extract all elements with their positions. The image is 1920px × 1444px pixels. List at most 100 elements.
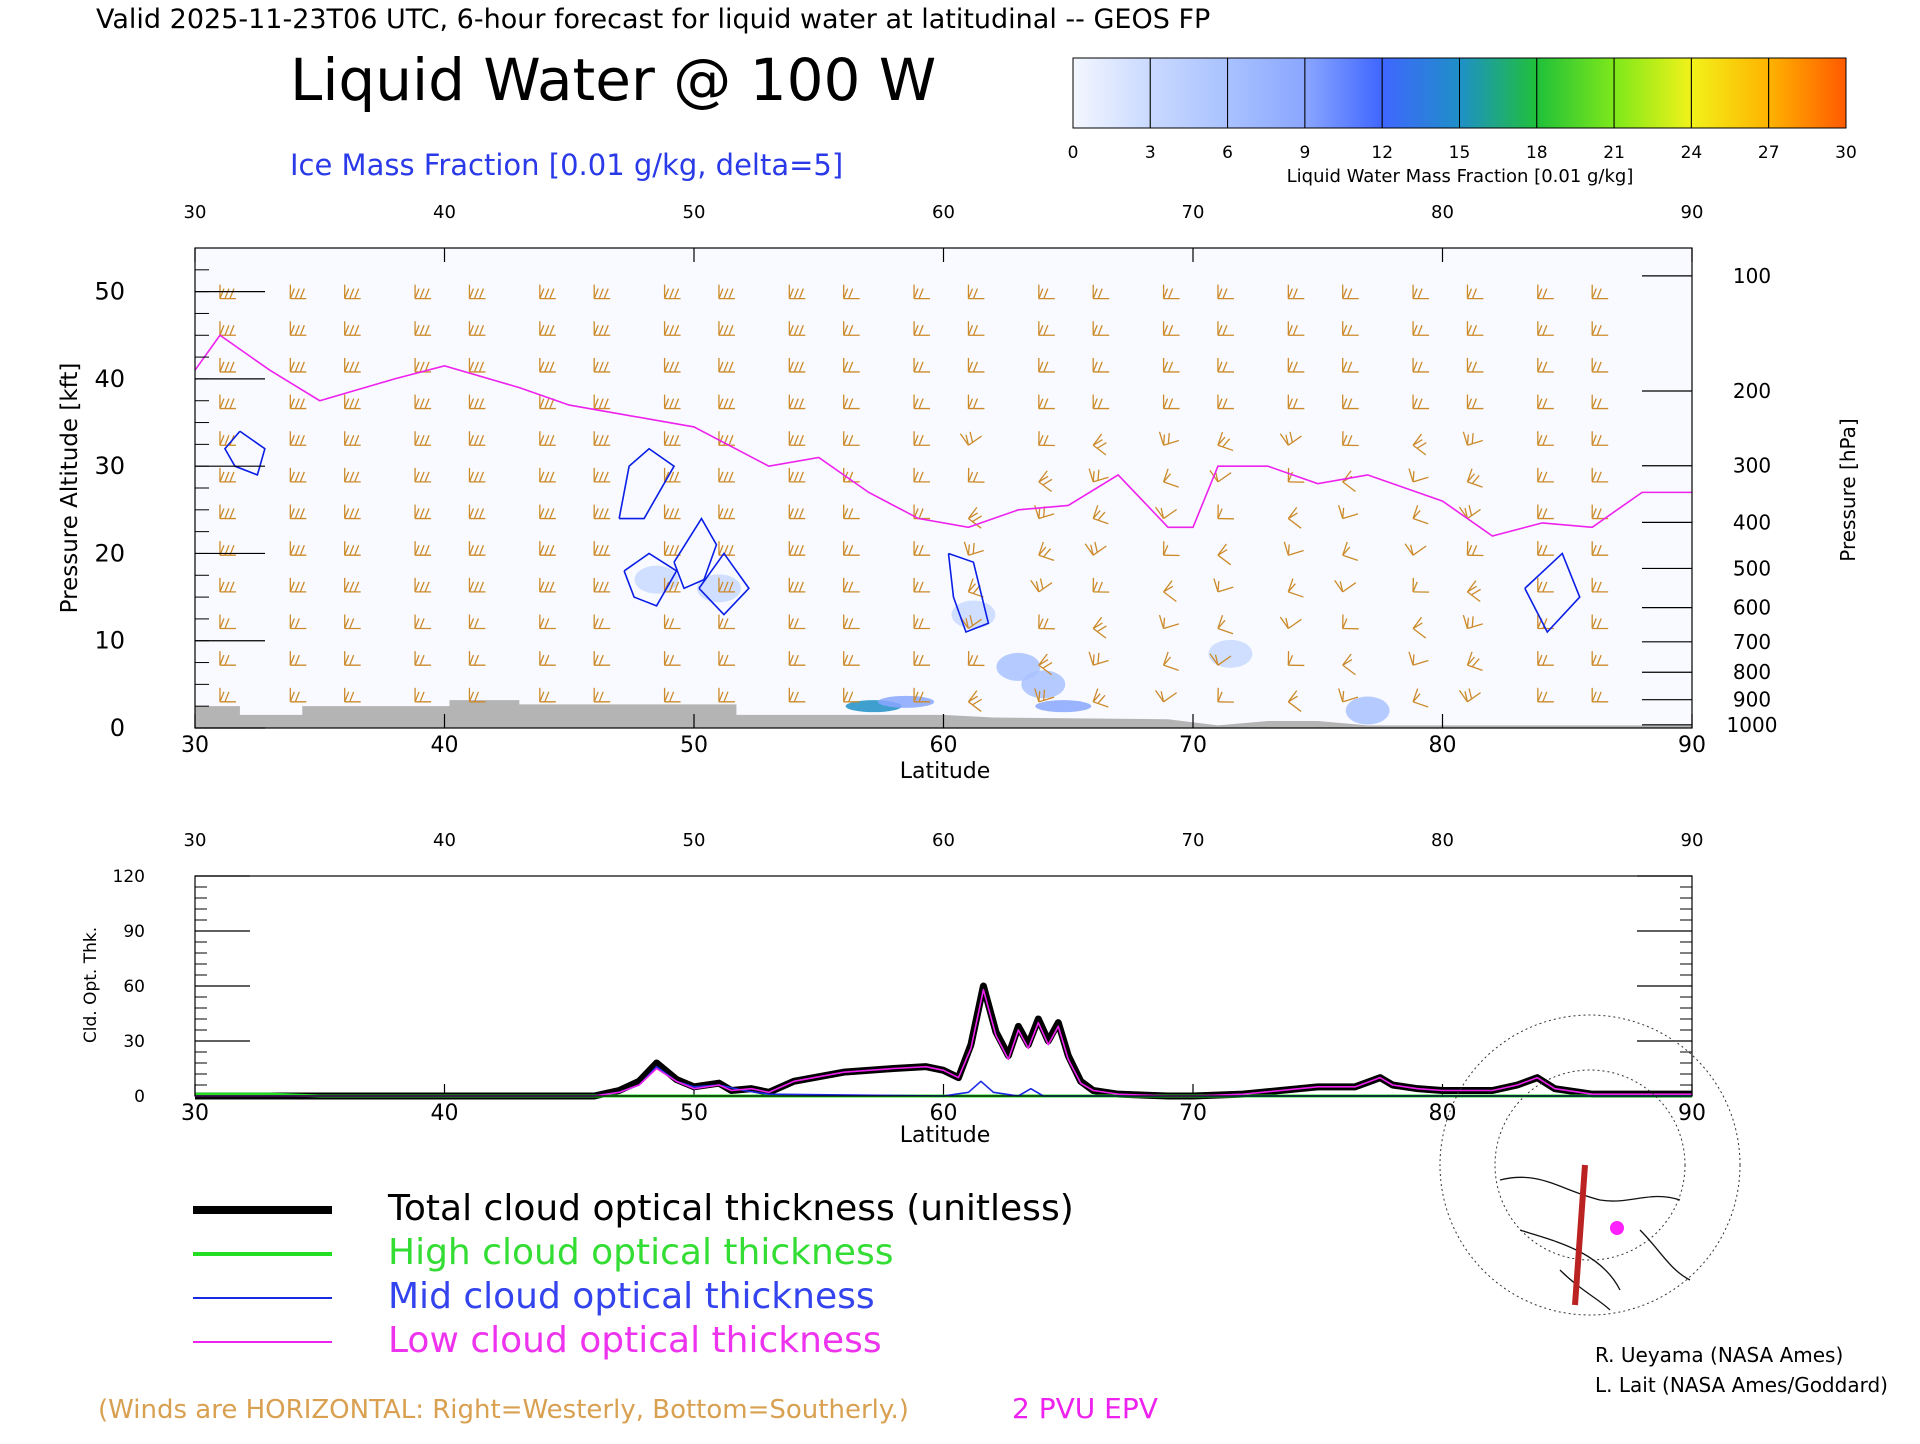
- main-title: Liquid Water @ 100 W: [290, 46, 936, 114]
- colorbar-label: Liquid Water Mass Fraction [0.01 g/kg]: [1287, 166, 1634, 187]
- colorbar-tick-label: 30: [1835, 143, 1857, 163]
- inset-map-background: [1492, 1160, 1692, 1310]
- pressure-tick-label: 400: [1733, 510, 1771, 534]
- y-tick-label: 40: [94, 365, 125, 393]
- pressure-tick-label: 700: [1733, 630, 1771, 654]
- y-tick-label: 90: [123, 922, 145, 942]
- pressure-tick-label: 500: [1733, 556, 1771, 580]
- y-tick-label: 50: [94, 278, 125, 306]
- optical-thickness-lines: [195, 986, 1692, 1096]
- x-tick-label: 80: [1429, 733, 1457, 758]
- low-optical-thickness-line: [195, 990, 1692, 1096]
- y-tick-label: 120: [113, 867, 145, 887]
- x-tick-label-top: 50: [683, 830, 706, 851]
- legend-low: Low cloud optical thickness: [388, 1320, 882, 1361]
- y-tick-label: 20: [94, 539, 125, 567]
- top-ylabel-right: Pressure [hPa]: [1836, 418, 1860, 561]
- colorbar-swatch: [1382, 58, 1459, 128]
- x-tick-label: 50: [680, 1101, 708, 1126]
- credit-2: L. Lait (NASA Ames/Goddard): [1595, 1373, 1888, 1397]
- pressure-tick-label: 900: [1733, 688, 1771, 712]
- winds-note: (Winds are HORIZONTAL: Right=Westerly, B…: [98, 1395, 909, 1425]
- top-xlabel: Latitude: [900, 759, 991, 784]
- pressure-tick-label: 800: [1733, 660, 1771, 684]
- colorbar-swatch: [1691, 58, 1768, 128]
- liquid-water-cell: [1035, 700, 1091, 712]
- colorbar-swatch: [1460, 58, 1537, 128]
- inset-map: [1440, 1015, 1740, 1315]
- x-tick-label: 70: [1179, 733, 1207, 758]
- y-tick-label: 0: [110, 714, 125, 742]
- total-optical-thickness-line: [195, 986, 1692, 1096]
- subtitle: Ice Mass Fraction [0.01 g/kg, delta=5]: [290, 148, 843, 182]
- liquid-water-cell: [1346, 697, 1390, 725]
- credit-1: R. Ueyama (NASA Ames): [1595, 1343, 1843, 1367]
- y-tick-label: 0: [134, 1087, 145, 1107]
- colorbar-tick-label: 18: [1526, 143, 1548, 163]
- x-tick-label-top: 80: [1431, 830, 1454, 851]
- epv-note: 2 PVU EPV: [1012, 1392, 1158, 1425]
- colorbar-swatch: [1537, 58, 1614, 128]
- x-tick-label: 50: [680, 733, 708, 758]
- x-tick-label-top: 90: [1681, 830, 1704, 851]
- x-tick-label-top: 40: [433, 202, 456, 223]
- colorbar-tick-label: 21: [1603, 143, 1625, 163]
- x-tick-label-top: 40: [433, 830, 456, 851]
- colorbar-swatch: [1073, 58, 1150, 128]
- legend-high: High cloud optical thickness: [388, 1232, 893, 1273]
- optical-thickness-frame: [195, 876, 1692, 1096]
- valid-line: Valid 2025-11-23T06 UTC, 6-hour forecast…: [96, 4, 1210, 35]
- colorbar-swatch: [1305, 58, 1382, 128]
- x-tick-label-top: 50: [683, 202, 706, 223]
- y-tick-label: 60: [123, 977, 145, 997]
- liquid-water-cell: [1021, 670, 1065, 698]
- x-tick-label: 80: [1429, 1101, 1457, 1126]
- x-tick-label-top: 70: [1182, 830, 1205, 851]
- colorbar-tick-label: 6: [1222, 143, 1233, 163]
- x-tick-label: 30: [181, 1101, 209, 1126]
- cross-section-panel: 3030404050506060707080809090010203040501…: [57, 202, 1860, 784]
- colorbar-tick-label: 15: [1449, 143, 1471, 163]
- x-tick-label: 90: [1678, 1101, 1706, 1126]
- legend-total: Total cloud optical thickness (unitless): [387, 1188, 1074, 1229]
- pressure-tick-label: 1000: [1727, 713, 1778, 737]
- liquid-water-cell: [1208, 640, 1252, 668]
- colorbar-tick-label: 0: [1068, 143, 1079, 163]
- x-tick-label-top: 30: [184, 202, 207, 223]
- pressure-tick-label: 100: [1733, 264, 1771, 288]
- colorbar-swatch: [1614, 58, 1691, 128]
- x-tick-label: 90: [1678, 733, 1706, 758]
- bottom-ylabel: Cld. Opt. Thk.: [81, 927, 101, 1043]
- x-tick-label-top: 60: [932, 830, 955, 851]
- y-tick-label: 10: [94, 627, 125, 655]
- legend: Total cloud optical thickness (unitless)…: [193, 1188, 1074, 1361]
- colorbar-swatch: [1150, 58, 1227, 128]
- legend-mid: Mid cloud optical thickness: [388, 1276, 875, 1317]
- pressure-tick-label: 200: [1733, 379, 1771, 403]
- colorbar-tick-label: 12: [1371, 143, 1393, 163]
- x-tick-label-top: 60: [932, 202, 955, 223]
- colorbar-swatch: [1228, 58, 1305, 128]
- x-tick-label-top: 70: [1182, 202, 1205, 223]
- x-tick-label: 40: [431, 733, 459, 758]
- x-tick-label-top: 80: [1431, 202, 1454, 223]
- y-tick-label: 30: [123, 1032, 145, 1052]
- colorbar-swatch: [1769, 58, 1846, 128]
- y-tick-label: 30: [94, 452, 125, 480]
- x-tick-label-top: 30: [184, 830, 207, 851]
- pressure-tick-label: 300: [1733, 454, 1771, 478]
- x-tick-label: 40: [431, 1101, 459, 1126]
- x-tick-label: 60: [930, 733, 958, 758]
- x-tick-label-top: 90: [1681, 202, 1704, 223]
- colorbar-swatches: [1073, 58, 1846, 128]
- x-tick-label: 70: [1179, 1101, 1207, 1126]
- colorbar-tick-label: 27: [1758, 143, 1780, 163]
- cross-section-background: [195, 248, 1692, 728]
- inset-map-marker: [1610, 1221, 1624, 1235]
